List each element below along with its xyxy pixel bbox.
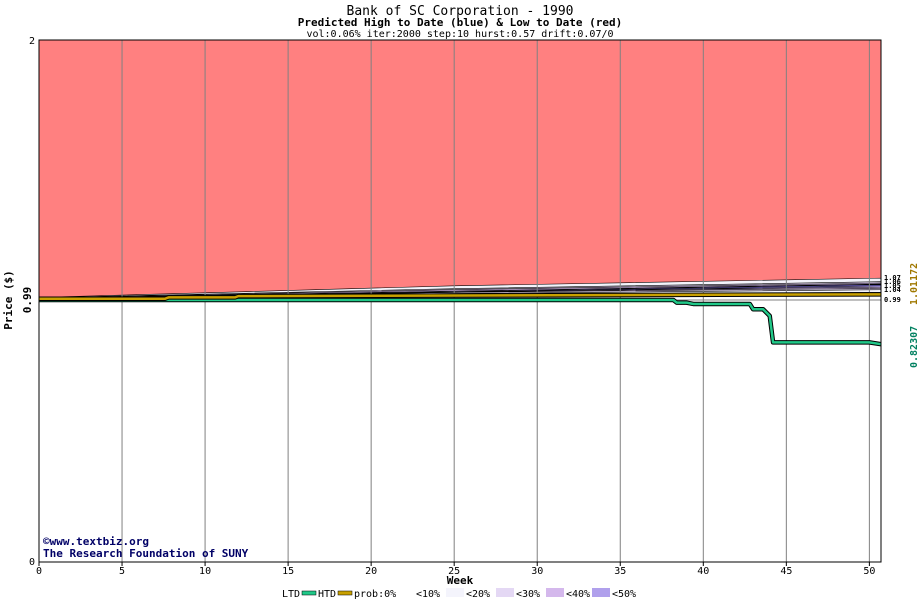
marker-label-1: 1.07 bbox=[884, 274, 901, 282]
legend-swatch-0 bbox=[396, 588, 414, 597]
y-axis-label: Price ($) bbox=[2, 270, 15, 330]
legend-label-20: <20% bbox=[466, 589, 490, 600]
htd-final-value: 1.01172 bbox=[909, 263, 920, 305]
plot-frame bbox=[38, 39, 882, 563]
credit-website: ©www.textbiz.org bbox=[43, 535, 149, 548]
x-tick-label-35: 35 bbox=[614, 566, 626, 577]
series-htd-line bbox=[39, 293, 882, 300]
x-tick-label-5: 5 bbox=[119, 566, 125, 577]
legend-label-50: <50% bbox=[612, 589, 636, 600]
y-tick-label-mid: 0.99 bbox=[21, 287, 34, 314]
x-tick-label-40: 40 bbox=[697, 566, 709, 577]
x-tick-label-15: 15 bbox=[282, 566, 294, 577]
legend-label-10: <10% bbox=[416, 589, 440, 600]
x-tick-label-0: 0 bbox=[36, 566, 42, 577]
legend-swatch-ltd bbox=[301, 590, 317, 596]
x-tick-label-45: 45 bbox=[780, 566, 792, 577]
probability-regions bbox=[38, 40, 882, 300]
y-tick-label-bottom: 0 bbox=[29, 557, 35, 568]
legend-swatch-20 bbox=[496, 588, 514, 597]
red-region bbox=[39, 40, 881, 298]
x-tick-label-30: 30 bbox=[531, 566, 543, 577]
marker-label-4: 1.04 bbox=[884, 286, 901, 294]
x-tick-label-50: 50 bbox=[863, 566, 875, 577]
legend-swatch-40 bbox=[592, 588, 610, 597]
x-tick-label-20: 20 bbox=[365, 566, 377, 577]
ltd-final-value: 0.82307 bbox=[909, 326, 920, 368]
credit-foundation: The Research Foundation of SUNY bbox=[43, 547, 249, 560]
chart-subtitle: Predicted High to Date (blue) & Low to D… bbox=[298, 16, 623, 29]
chart-params: vol:0.06% iter:2000 step:10 hurst:0.57 d… bbox=[306, 29, 613, 40]
series-lines bbox=[39, 292, 882, 347]
upper-marker-labels: 1.07 1.06 1.05 1.04 bbox=[884, 274, 901, 294]
legend-label-htd: HTD bbox=[318, 589, 336, 600]
x-ticks: 0 5 10 15 20 25 30 35 40 45 50 bbox=[36, 562, 875, 577]
x-tick-label-25: 25 bbox=[448, 566, 460, 577]
x-axis-label: Week bbox=[447, 574, 474, 587]
x-tick-label-10: 10 bbox=[199, 566, 211, 577]
legend-swatch-htd bbox=[337, 590, 353, 596]
series-ltd-line bbox=[39, 298, 882, 346]
marker-label-2: 1.06 bbox=[884, 278, 901, 286]
legend: LTD HTD prob:0% <10% <20% <30% <40% <50% bbox=[282, 588, 636, 600]
y-tick-label-top: 2 bbox=[29, 36, 35, 47]
chart-title: Bank of SC Corporation - 1990 bbox=[347, 4, 574, 19]
legend-label-30: <30% bbox=[516, 589, 540, 600]
legend-label-ltd: LTD bbox=[282, 589, 300, 600]
right-label-099: 0.99 bbox=[884, 296, 901, 304]
marker-label-3: 1.05 bbox=[884, 282, 901, 290]
legend-label-prob0: prob:0% bbox=[354, 589, 396, 600]
legend-swatch-30 bbox=[546, 588, 564, 597]
legend-swatch-10 bbox=[446, 588, 464, 597]
legend-label-40: <40% bbox=[566, 589, 590, 600]
